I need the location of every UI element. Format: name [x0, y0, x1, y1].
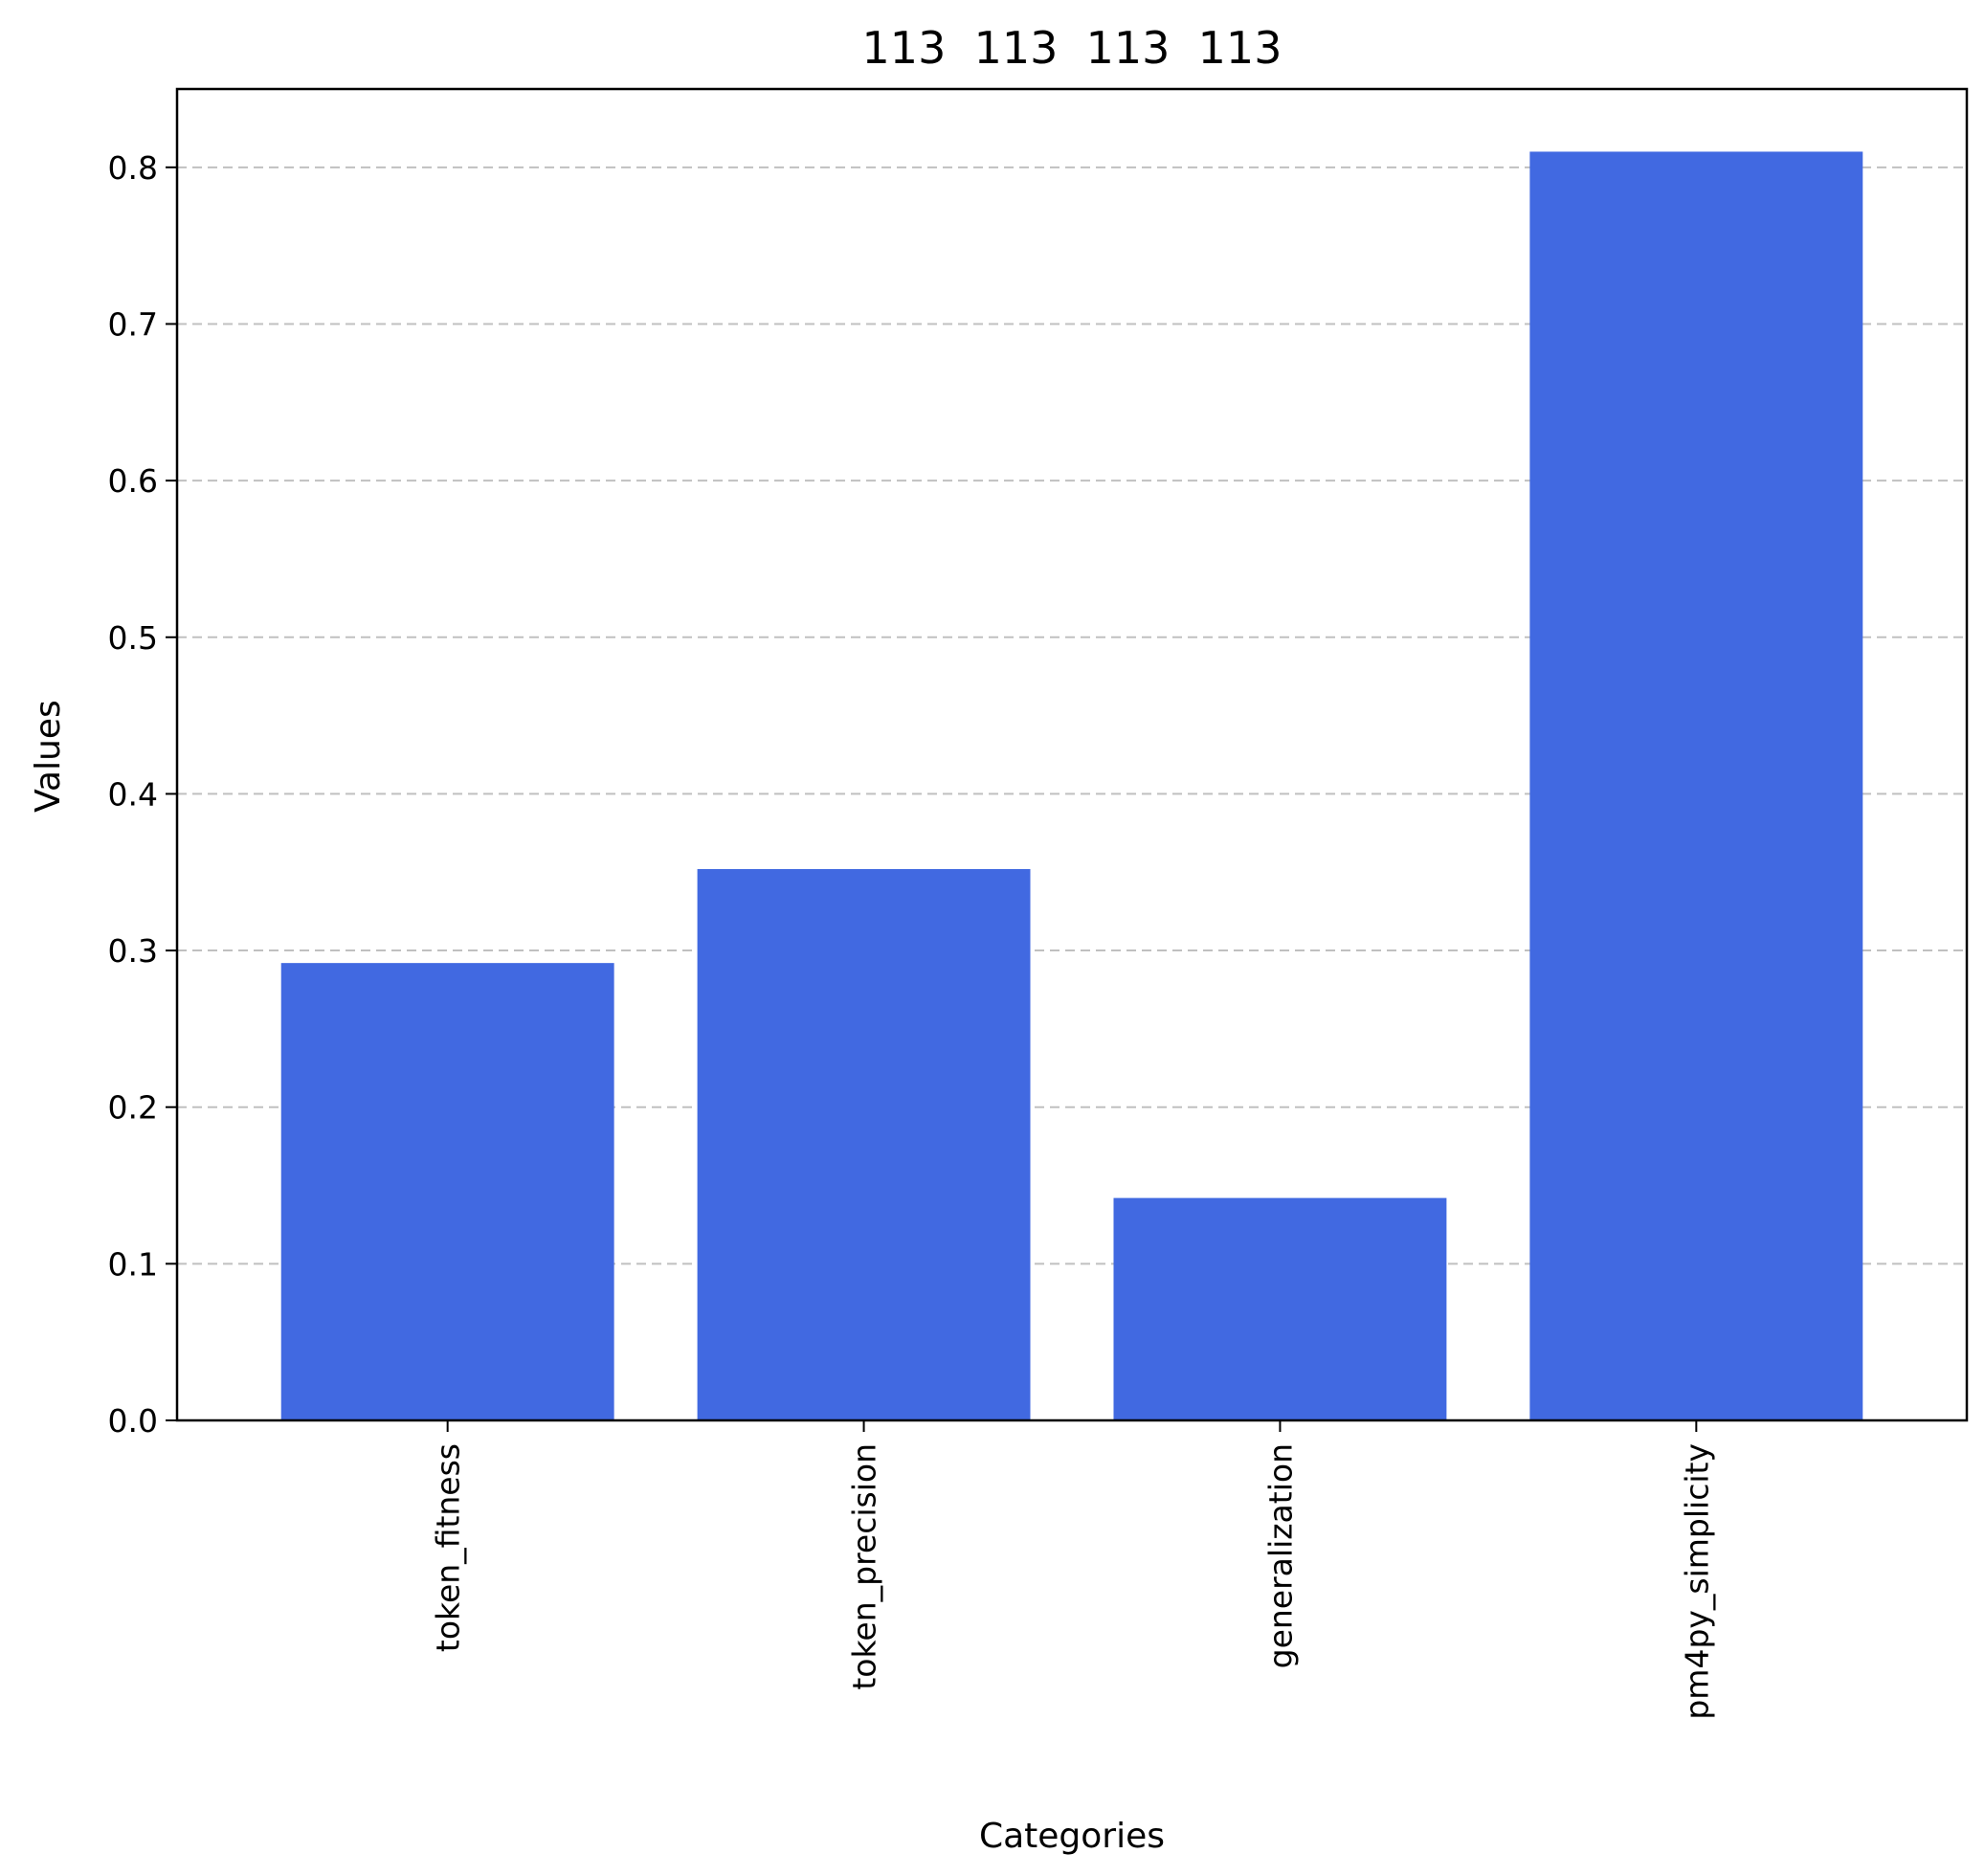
x-axis-ticks: token_fitness token_precision generalizati… — [430, 1420, 1715, 1720]
chart-title: 113 113 113 113 — [862, 22, 1282, 74]
y-axis-ticks: 0.0 0.1 0.2 0.3 0.4 0.5 0.6 0.7 0.8 — [108, 149, 177, 1440]
y-axis-label: Values — [29, 700, 68, 813]
y-tick-label: 0.3 — [108, 932, 158, 970]
plot-frame — [175, 87, 1969, 1422]
x-tick-label-pm4py_simplicity: pm4py_simplicity — [1678, 1443, 1715, 1720]
bar-generalization — [1113, 1197, 1447, 1420]
x-axis-label: Categories — [979, 1817, 1165, 1856]
y-tick-label: 0.6 — [108, 462, 158, 500]
x-tick-label-token_precision: token_precision — [846, 1443, 883, 1690]
x-tick-label-generalization: generalization — [1261, 1443, 1299, 1668]
x-tick-label-token_fitness: token_fitness — [430, 1443, 467, 1652]
bar-token_precision — [697, 868, 1031, 1420]
bar-pm4py_simplicity — [1529, 151, 1863, 1420]
y-tick-label: 0.5 — [108, 619, 158, 657]
y-tick-label: 0.0 — [108, 1402, 158, 1440]
y-tick-label: 0.2 — [108, 1089, 158, 1127]
bar-token_fitness — [280, 963, 614, 1420]
y-tick-label: 0.7 — [108, 305, 158, 343]
y-tick-label: 0.1 — [108, 1245, 158, 1283]
y-tick-label: 0.4 — [108, 775, 158, 813]
y-tick-label: 0.8 — [108, 149, 158, 187]
bars — [280, 151, 1863, 1420]
